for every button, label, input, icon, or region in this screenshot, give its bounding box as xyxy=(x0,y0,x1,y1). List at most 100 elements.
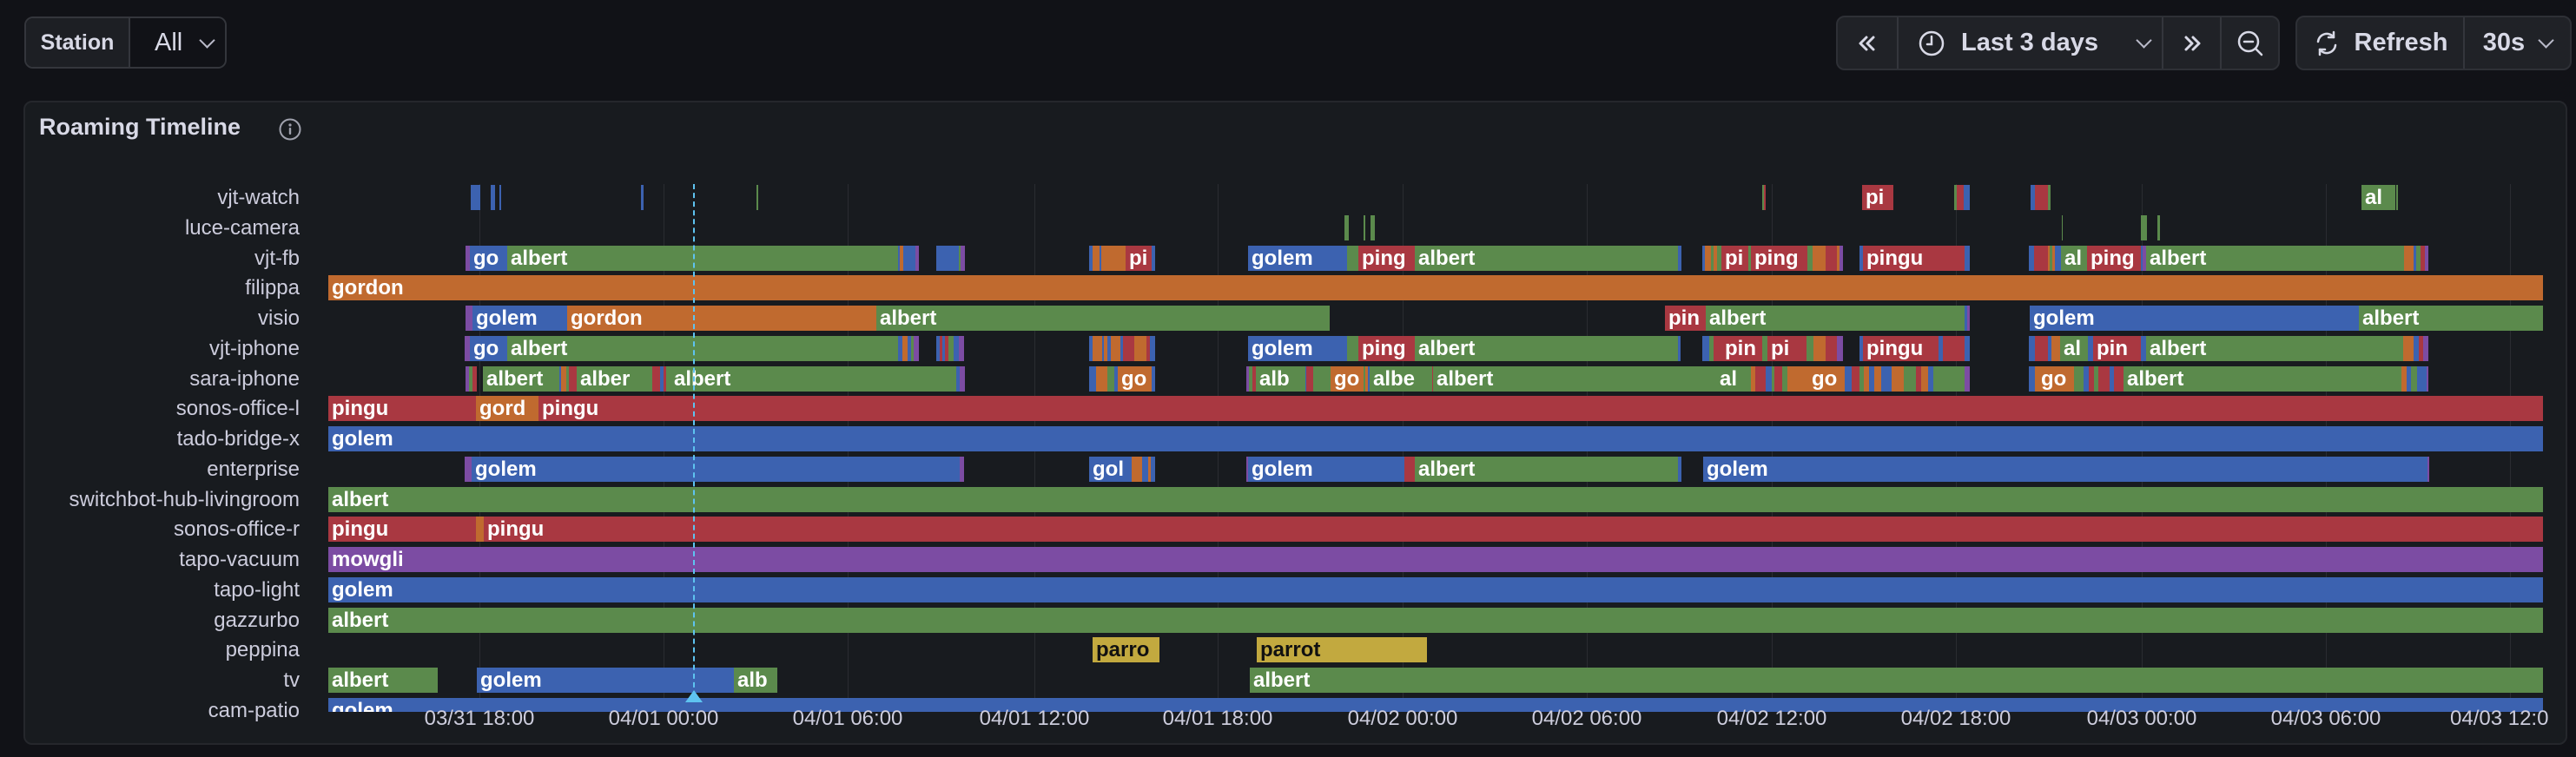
shift-time-forward-button[interactable] xyxy=(2162,17,2220,69)
refresh-button[interactable]: Refresh xyxy=(2297,17,2463,69)
timeline-segment-gordon[interactable] xyxy=(1132,456,1142,482)
timeline-segment-golem[interactable] xyxy=(1089,365,1093,392)
timeline-segment-golem[interactable] xyxy=(936,335,940,361)
timeline-segment-golem[interactable] xyxy=(471,185,480,210)
timeline-segment-golem[interactable] xyxy=(1368,365,1370,392)
timeline-segment-pingu[interactable] xyxy=(1755,365,1766,392)
timeline-segment-golem[interactable] xyxy=(1305,365,1306,392)
timeline-segment-albert[interactable]: alb xyxy=(1256,365,1305,392)
timeline-segment-golem[interactable] xyxy=(1965,335,1970,361)
timeline-segment-albert[interactable] xyxy=(1748,245,1751,271)
timeline-segment-albert[interactable] xyxy=(1364,214,1365,240)
timeline-segment-gordon[interactable] xyxy=(1093,245,1100,271)
timeline-segment-pingu[interactable] xyxy=(1852,365,1859,392)
timeline-segment-mowgli[interactable] xyxy=(466,306,472,331)
timeline-segment-golem[interactable] xyxy=(2029,365,2035,392)
timeline-segment-golem[interactable] xyxy=(942,335,945,361)
timeline-segment-mowgli[interactable] xyxy=(2427,456,2429,482)
timeline-segment-gordon[interactable] xyxy=(1096,365,1107,392)
timeline-segment-albert[interactable] xyxy=(1371,214,1375,240)
timeline-segment-golem[interactable] xyxy=(2029,245,2034,271)
timeline-segment-golem[interactable] xyxy=(1928,365,1933,392)
timeline-segment-mowgli[interactable] xyxy=(1837,335,1843,361)
timeline-segment-gordon[interactable] xyxy=(1705,245,1711,271)
timeline-segment-golem[interactable] xyxy=(1964,185,1970,210)
timeline-segment-mowgli[interactable] xyxy=(961,245,965,271)
timeline-segment-pingu[interactable]: pi xyxy=(1721,245,1748,271)
current-time-marker-icon[interactable] xyxy=(685,690,703,702)
timeline-segment-albert[interactable]: albert xyxy=(1415,456,1678,482)
timeline-segment-pingu[interactable]: ping xyxy=(2087,245,2141,271)
timeline-segment-pingu[interactable] xyxy=(1826,245,1837,271)
timeline-segment-albert[interactable] xyxy=(2416,245,2421,271)
timeline-segment-golem[interactable]: golem xyxy=(1703,456,2427,482)
timeline-segment-albert[interactable] xyxy=(756,185,758,210)
timeline-segment-gordon[interactable]: go xyxy=(2038,365,2074,392)
timeline-segment-golem[interactable]: golem xyxy=(328,576,2543,602)
timeline-segment-albert[interactable]: albert xyxy=(670,365,956,392)
timeline-segment-pingu[interactable] xyxy=(572,365,577,392)
timeline-segment-gordon[interactable] xyxy=(1134,335,1146,361)
timeline-segment-gordon[interactable] xyxy=(902,335,908,361)
timeline-segment-gordon[interactable]: go xyxy=(1331,365,1364,392)
timeline-segment-albert[interactable]: albe xyxy=(1370,365,1432,392)
timeline-segment-albert[interactable] xyxy=(1347,245,1358,271)
timeline-segment-mowgli[interactable]: mowgli xyxy=(328,547,2543,572)
timeline-segment-pingu[interactable] xyxy=(945,335,948,361)
timeline-segment-pingu[interactable]: pingu xyxy=(484,517,2543,543)
timeline-segment-albert[interactable] xyxy=(2048,185,2051,210)
timeline-segment-golem[interactable] xyxy=(1089,335,1093,361)
timeline-segment-albert[interactable] xyxy=(666,365,670,392)
timeline-segment-pingu[interactable] xyxy=(940,335,942,361)
timeline-segment-pingu[interactable]: pi xyxy=(1767,335,1807,361)
timeline-segment-golem[interactable] xyxy=(559,365,561,392)
timeline-segment-albert[interactable]: albert xyxy=(328,486,2543,512)
timeline-segment-gordon[interactable] xyxy=(1921,365,1928,392)
timeline-segment-albert[interactable]: albert xyxy=(2146,245,2404,271)
timeline-segment-mowgli[interactable] xyxy=(2427,365,2428,392)
timeline-segment-albert[interactable] xyxy=(1954,185,1957,210)
timeline-segment-gordon[interactable] xyxy=(1874,365,1881,392)
timeline-segment-pingu[interactable] xyxy=(652,365,660,392)
timeline-segment-golem[interactable] xyxy=(2407,365,2411,392)
timeline-segment-golem[interactable] xyxy=(936,245,959,271)
timeline-segment-golem[interactable] xyxy=(908,335,911,361)
timeline-segment-golem[interactable] xyxy=(1089,245,1093,271)
timeline-segment-golem[interactable] xyxy=(1881,365,1892,392)
timeline-segment-golem[interactable]: gol xyxy=(1089,456,1132,482)
timeline-segment-pingu[interactable]: pingu xyxy=(328,517,476,543)
timeline-segment-parrot[interactable]: parrot xyxy=(1257,637,1427,663)
timeline-segment-pingu[interactable] xyxy=(569,365,572,392)
timeline-segment-golem[interactable]: golem xyxy=(2030,306,2359,331)
timeline-segment-golem[interactable] xyxy=(1151,456,1155,482)
timeline-segment-mowgli[interactable] xyxy=(1246,456,1248,482)
timeline-segment-golem[interactable]: golem xyxy=(1248,245,1347,271)
timeline-segment-albert[interactable]: albert xyxy=(1706,306,1965,331)
timeline-segment-golem[interactable] xyxy=(898,245,900,271)
timeline-segment-golem[interactable] xyxy=(491,185,495,210)
timeline-segment-pingu[interactable] xyxy=(2098,365,2110,392)
timeline-segment-mowgli[interactable] xyxy=(914,335,919,361)
refresh-interval-picker[interactable]: 30s xyxy=(2463,17,2570,69)
timeline-segment-albert[interactable] xyxy=(1344,214,1349,240)
timeline-segment-albert[interactable] xyxy=(1772,365,1774,392)
timeline-segment-albert[interactable] xyxy=(1709,335,1714,361)
timeline-segment-pingu[interactable] xyxy=(1714,335,1721,361)
timeline-segment-pingu[interactable] xyxy=(1943,335,1946,361)
timeline-segment-golem[interactable] xyxy=(2031,185,2035,210)
timeline-segment-pingu[interactable] xyxy=(1306,365,1313,392)
timeline-segment-pingu[interactable]: pin xyxy=(1721,335,1762,361)
timeline-segment-mowgli[interactable] xyxy=(915,245,919,271)
timeline-segment-albert[interactable]: albert xyxy=(507,335,898,361)
timeline-segment-golem[interactable] xyxy=(2414,335,2419,361)
timeline-segment-gordon[interactable] xyxy=(2052,245,2055,271)
timeline-segment-gordon[interactable] xyxy=(1104,335,1107,361)
timeline-segment-gordon[interactable] xyxy=(900,245,903,271)
timeline-segment-pingu[interactable]: pin xyxy=(1665,306,1706,331)
zoom-out-time-button[interactable] xyxy=(2220,17,2278,69)
timeline-segment-mowgli[interactable] xyxy=(2423,335,2428,361)
timeline-segment-pingu[interactable]: pin xyxy=(2093,335,2141,361)
timeline-segment-pingu[interactable] xyxy=(2089,365,2094,392)
timeline-segment-pingu[interactable] xyxy=(2035,185,2048,210)
timeline-segment-albert[interactable]: alber xyxy=(577,365,652,392)
